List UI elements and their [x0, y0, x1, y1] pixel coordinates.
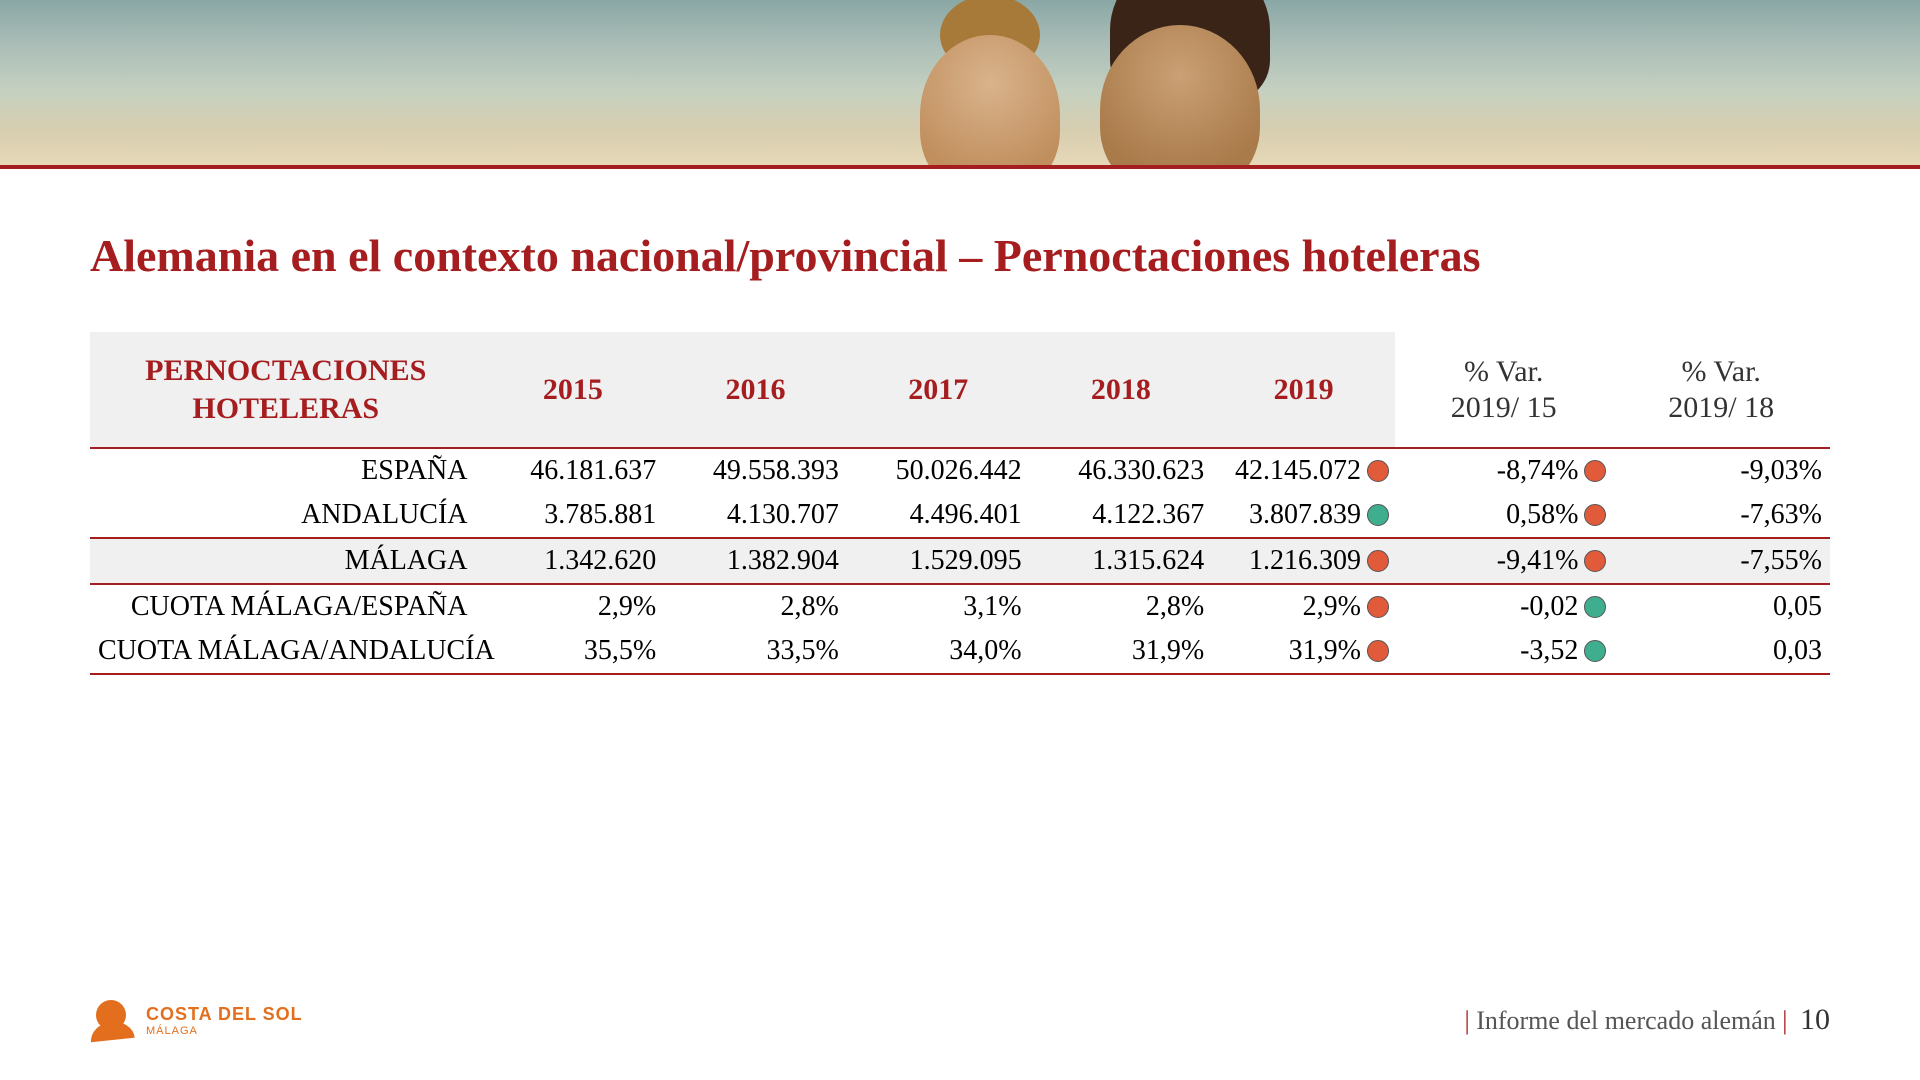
header-var2: % Var. 2019/ 18 [1612, 332, 1830, 448]
table-cell: 2,8% [1030, 584, 1213, 629]
logo-line2: MÁLAGA [146, 1025, 303, 1037]
table-row: ANDALUCÍA3.785.8814.130.7074.496.4014.12… [90, 493, 1830, 538]
table-cell: -0,02 [1395, 584, 1613, 629]
table-cell: 4.130.707 [664, 493, 847, 538]
table-cell: -9,03% [1612, 448, 1830, 493]
slide: Alemania en el contexto nacional/provinc… [0, 0, 1920, 1080]
header-year: 2015 [482, 332, 665, 448]
status-dot-icon [1584, 596, 1606, 618]
table-cell: 31,9% [1212, 629, 1395, 674]
status-dot-icon [1584, 460, 1606, 482]
footer-report-label: Informe del mercado alemán [1476, 1006, 1776, 1035]
table-body: ESPAÑA46.181.63749.558.39350.026.44246.3… [90, 448, 1830, 674]
footer: COSTA DEL SOL MÁLAGA | Informe del merca… [0, 990, 1920, 1050]
table-cell: 42.145.072 [1212, 448, 1395, 493]
header-year: 2017 [847, 332, 1030, 448]
table-cell: 34,0% [847, 629, 1030, 674]
table-cell: 1.342.620 [482, 538, 665, 584]
table-cell: MÁLAGA [90, 538, 482, 584]
header-year: 2019 [1212, 332, 1395, 448]
status-dot-icon [1367, 550, 1389, 572]
status-dot-icon [1584, 550, 1606, 572]
status-dot-icon [1584, 640, 1606, 662]
table-cell: CUOTA MÁLAGA/ANDALUCÍA [90, 629, 482, 674]
table-cell: 1.382.904 [664, 538, 847, 584]
status-dot-icon [1367, 596, 1389, 618]
table-cell: CUOTA MÁLAGA/ESPAÑA [90, 584, 482, 629]
table-cell: 3.785.881 [482, 493, 665, 538]
header-var1: % Var. 2019/ 15 [1395, 332, 1613, 448]
table-cell: ESPAÑA [90, 448, 482, 493]
table-cell: -7,55% [1612, 538, 1830, 584]
table-cell: 0,58% [1395, 493, 1613, 538]
table-cell: 3.807.839 [1212, 493, 1395, 538]
table-cell: 4.122.367 [1030, 493, 1213, 538]
footer-bar: | [1782, 1006, 1787, 1035]
table-cell: -7,63% [1612, 493, 1830, 538]
table-row: MÁLAGA1.342.6201.382.9041.529.0951.315.6… [90, 538, 1830, 584]
table-row: ESPAÑA46.181.63749.558.39350.026.44246.3… [90, 448, 1830, 493]
status-dot-icon [1367, 504, 1389, 526]
status-dot-icon [1584, 504, 1606, 526]
table-row: CUOTA MÁLAGA/ANDALUCÍA35,5%33,5%34,0%31,… [90, 629, 1830, 674]
table-cell: 1.529.095 [847, 538, 1030, 584]
table-row: CUOTA MÁLAGA/ESPAÑA2,9%2,8%3,1%2,8%2,9%-… [90, 584, 1830, 629]
status-dot-icon [1367, 460, 1389, 482]
header-label: PERNOCTACIONES HOTELERAS [90, 332, 482, 448]
table-header-row: PERNOCTACIONES HOTELERAS 2015 2016 2017 … [90, 332, 1830, 448]
table-cell: -9,41% [1395, 538, 1613, 584]
table-cell: ANDALUCÍA [90, 493, 482, 538]
logo: COSTA DEL SOL MÁLAGA [90, 998, 303, 1042]
page-title: Alemania en el contexto nacional/provinc… [90, 229, 1830, 282]
table-cell: 1.315.624 [1030, 538, 1213, 584]
table-cell: 0,03 [1612, 629, 1830, 674]
logo-mark-icon [90, 998, 134, 1042]
table-cell: 31,9% [1030, 629, 1213, 674]
table-cell: 33,5% [664, 629, 847, 674]
header-label-line1: PERNOCTACIONES [145, 354, 426, 387]
table-cell: 46.330.623 [1030, 448, 1213, 493]
table-cell: 4.496.401 [847, 493, 1030, 538]
status-dot-icon [1367, 640, 1389, 662]
header-label-line2: HOTELERAS [192, 392, 379, 425]
table-cell: 35,5% [482, 629, 665, 674]
table-cell: -3,52 [1395, 629, 1613, 674]
table-cell: 2,9% [1212, 584, 1395, 629]
banner-decor [920, 35, 1060, 165]
logo-line1: COSTA DEL SOL [146, 1004, 303, 1025]
footer-bar: | [1464, 1006, 1476, 1035]
table-cell: 49.558.393 [664, 448, 847, 493]
logo-text: COSTA DEL SOL MÁLAGA [146, 1004, 303, 1037]
table-cell: 46.181.637 [482, 448, 665, 493]
table-cell: -8,74% [1395, 448, 1613, 493]
table-cell: 3,1% [847, 584, 1030, 629]
table-cell: 2,9% [482, 584, 665, 629]
page-number: 10 [1800, 1003, 1830, 1036]
data-table: PERNOCTACIONES HOTELERAS 2015 2016 2017 … [90, 332, 1830, 675]
content-area: Alemania en el contexto nacional/provinc… [0, 169, 1920, 1080]
header-year: 2018 [1030, 332, 1213, 448]
header-year: 2016 [664, 332, 847, 448]
table-cell: 2,8% [664, 584, 847, 629]
table-cell: 50.026.442 [847, 448, 1030, 493]
table-cell: 1.216.309 [1212, 538, 1395, 584]
table-cell: 0,05 [1612, 584, 1830, 629]
footer-right: | Informe del mercado alemán | 10 [1464, 1003, 1830, 1037]
header-banner [0, 0, 1920, 165]
